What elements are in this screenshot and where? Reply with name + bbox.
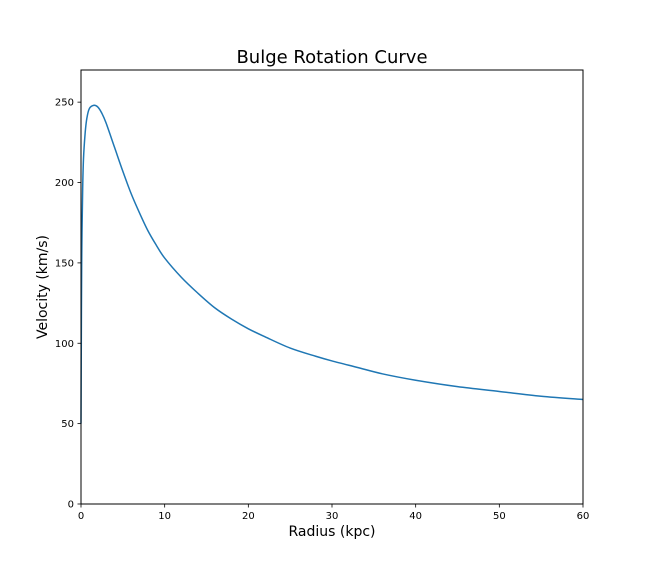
x-tick-label: 60 bbox=[577, 511, 590, 522]
x-tick-label: 10 bbox=[158, 511, 171, 522]
x-tick-label: 50 bbox=[493, 511, 506, 522]
plot-frame bbox=[80, 69, 584, 505]
y-tick-label: 0 bbox=[68, 500, 74, 511]
x-axis-title: Radius (kpc) bbox=[288, 524, 375, 540]
y-tick-label: 100 bbox=[55, 339, 74, 350]
x-tick-label: 0 bbox=[78, 511, 84, 522]
x-tick-label: 20 bbox=[242, 511, 255, 522]
y-axis-title: Velocity (km/s) bbox=[35, 235, 51, 339]
chart-title: Bulge Rotation Curve bbox=[236, 47, 427, 68]
x-tick-label: 40 bbox=[409, 511, 422, 522]
y-tick-label: 200 bbox=[55, 178, 74, 189]
y-tick-label: 250 bbox=[55, 98, 74, 109]
axis-ticks: 0 10 20 30 40 50 60 0 50 100 150 200 250 bbox=[55, 98, 589, 522]
y-tick-label: 50 bbox=[61, 419, 74, 430]
x-tick-label: 30 bbox=[326, 511, 339, 522]
y-tick-label: 150 bbox=[55, 258, 74, 269]
series-line bbox=[80, 104, 584, 424]
